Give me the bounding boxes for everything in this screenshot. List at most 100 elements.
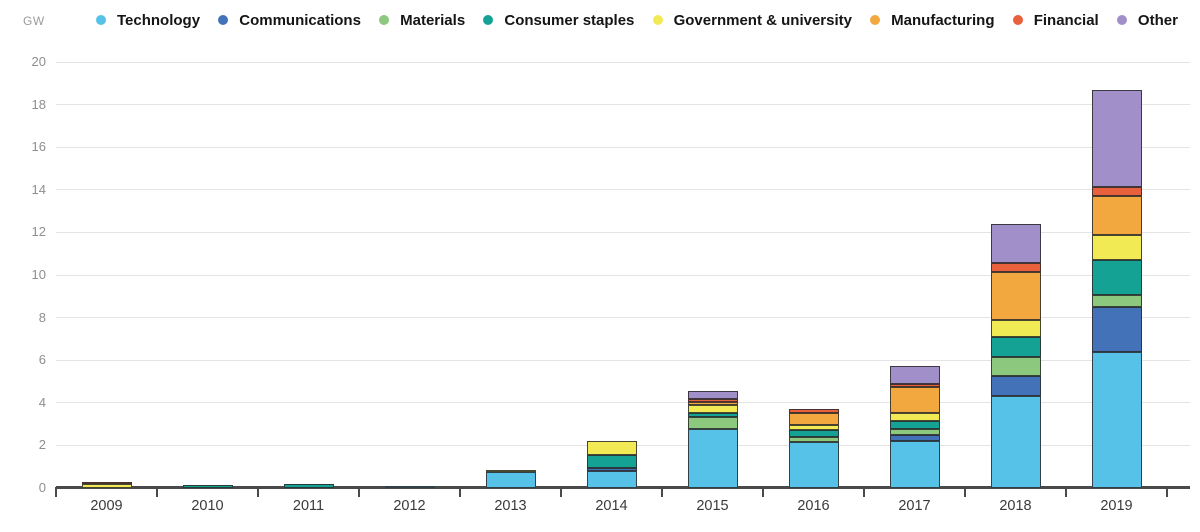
gridline-14: [56, 189, 1190, 191]
bar-segment-2016-financial: [788, 409, 839, 414]
bar-segment-2015-consumer-staples: [687, 413, 738, 417]
x-axis-tick: [762, 487, 764, 497]
bar-segment-2017-government-university: [889, 413, 940, 421]
bar-segment-2015-technology: [687, 429, 738, 488]
x-category-label-2009: 2009: [90, 498, 123, 514]
bar-segment-2010-consumer-staples: [182, 484, 233, 488]
x-axis-tick: [661, 487, 663, 497]
bar-segment-2015-manufacturing: [687, 401, 738, 405]
legend-label: Consumer staples: [504, 11, 635, 29]
y-tick-label-10: 10: [31, 267, 46, 282]
legend-label: Other: [1137, 11, 1178, 29]
x-category-label-2014: 2014: [595, 498, 628, 514]
y-tick-label-0: 0: [38, 480, 46, 495]
x-axis-tick: [358, 487, 360, 497]
y-tick-label-18: 18: [31, 96, 46, 112]
bar-segment-2018-other: [990, 223, 1041, 264]
bar-segment-2019-government-university: [1091, 234, 1142, 261]
y-tick-label-2: 2: [38, 437, 46, 453]
bar-segment-2017-communications: [889, 434, 940, 442]
legend-item-financial: Financial: [1012, 11, 1099, 29]
financial-legend-dot-icon: [1012, 15, 1023, 25]
manufacturing-legend-dot-icon: [870, 15, 881, 25]
bar-segment-2018-communications: [990, 376, 1041, 397]
legend-item-technology: Technology: [96, 12, 200, 29]
legend-label: Communications: [239, 11, 361, 29]
x-axis-tick: [257, 487, 259, 497]
gridline-8: [56, 317, 1190, 319]
bar-segment-2015-other: [687, 391, 738, 399]
y-tick-label-16: 16: [31, 139, 46, 155]
bar-segment-2017-technology: [889, 441, 940, 488]
y-tick-label-20: 20: [31, 54, 46, 69]
legend-item-other: Other: [1116, 11, 1178, 29]
x-axis-tick: [1065, 487, 1067, 497]
bar-segment-2018-materials: [990, 357, 1041, 377]
bar-segment-2015-materials: [687, 416, 738, 430]
bar-segment-2013-government-university: [485, 469, 536, 473]
bar-segment-2016-government-university: [788, 425, 839, 431]
legend-item-manufacturing: Manufacturing: [870, 11, 995, 29]
legend-item-government-university: Government & university: [652, 11, 852, 29]
gridline-20: [56, 61, 1190, 63]
x-axis-tick: [964, 487, 966, 497]
x-category-label-2016: 2016: [797, 498, 830, 514]
gridline-12: [56, 231, 1190, 233]
legend-label: Manufacturing: [891, 11, 995, 29]
y-tick-label-6: 6: [38, 352, 46, 368]
y-tick-label-14: 14: [31, 181, 46, 197]
x-category-label-2013: 2013: [494, 498, 527, 514]
bar-segment-2019-manufacturing: [1091, 196, 1142, 235]
bar-segment-2018-technology: [990, 396, 1041, 488]
bar-segment-2017-materials: [889, 429, 940, 435]
bar-segment-2018-financial: [990, 263, 1041, 272]
y-tick-label-8: 8: [38, 309, 46, 325]
legend-item-materials: Materials: [379, 12, 465, 29]
bar-segment-2009-financial: [81, 481, 132, 484]
legend-item-communications: Communications: [218, 12, 361, 29]
bar-segment-2014-technology: [586, 470, 637, 488]
bar-segment-2016-manufacturing: [788, 413, 839, 426]
y-axis-unit-label: GW: [23, 14, 45, 28]
bar-segment-2014-consumer-staples: [586, 454, 637, 468]
gridline-4: [56, 402, 1190, 404]
government-university-legend-dot-icon: [652, 15, 663, 25]
bar-segment-2019-technology: [1091, 351, 1142, 488]
bar-segment-2015-financial: [687, 398, 738, 402]
bar-segment-2017-consumer-staples: [889, 420, 940, 430]
x-category-label-2015: 2015: [696, 498, 729, 514]
legend: Technology Communications Materials Consume…: [96, 8, 1178, 32]
legend-item-consumer-staples: Consumer staples: [483, 12, 634, 29]
other-legend-dot-icon: [1116, 15, 1127, 25]
bar-segment-2014-government-university: [586, 441, 637, 455]
technology-legend-dot-icon: [96, 15, 106, 25]
legend-label: Government & university: [673, 11, 852, 29]
bar-segment-2019-materials: [1091, 295, 1142, 307]
gridline-16: [56, 146, 1190, 148]
legend-label: Technology: [117, 11, 201, 29]
x-axis-tick: [1166, 487, 1168, 497]
x-category-label-2018: 2018: [999, 498, 1032, 514]
gridline-10: [56, 274, 1190, 276]
legend-label: Financial: [1033, 11, 1099, 29]
bar-segment-2018-consumer-staples: [990, 336, 1041, 357]
consumer-staples-legend-dot-icon: [483, 15, 494, 25]
x-axis-tick: [55, 487, 57, 497]
y-tick-label-12: 12: [31, 224, 46, 240]
x-axis-tick: [156, 487, 158, 497]
y-tick-label-4: 4: [38, 394, 46, 410]
x-category-label-2011: 2011: [292, 498, 325, 514]
bar-segment-2016-consumer-staples: [788, 430, 839, 437]
bar-segment-2017-financial: [889, 383, 940, 387]
bar-segment-2011-consumer-staples: [283, 483, 334, 488]
legend-label: Materials: [400, 11, 466, 29]
x-category-label-2012: 2012: [393, 498, 426, 514]
bar-segment-2017-manufacturing: [889, 386, 940, 414]
bar-segment-2014-communications: [586, 467, 637, 471]
gridline-6: [56, 359, 1190, 361]
materials-legend-dot-icon: [379, 15, 390, 25]
bar-segment-2018-manufacturing: [990, 271, 1041, 320]
bar-segment-2012-technology: [384, 485, 435, 488]
bar-segment-2017-other: [889, 365, 940, 384]
